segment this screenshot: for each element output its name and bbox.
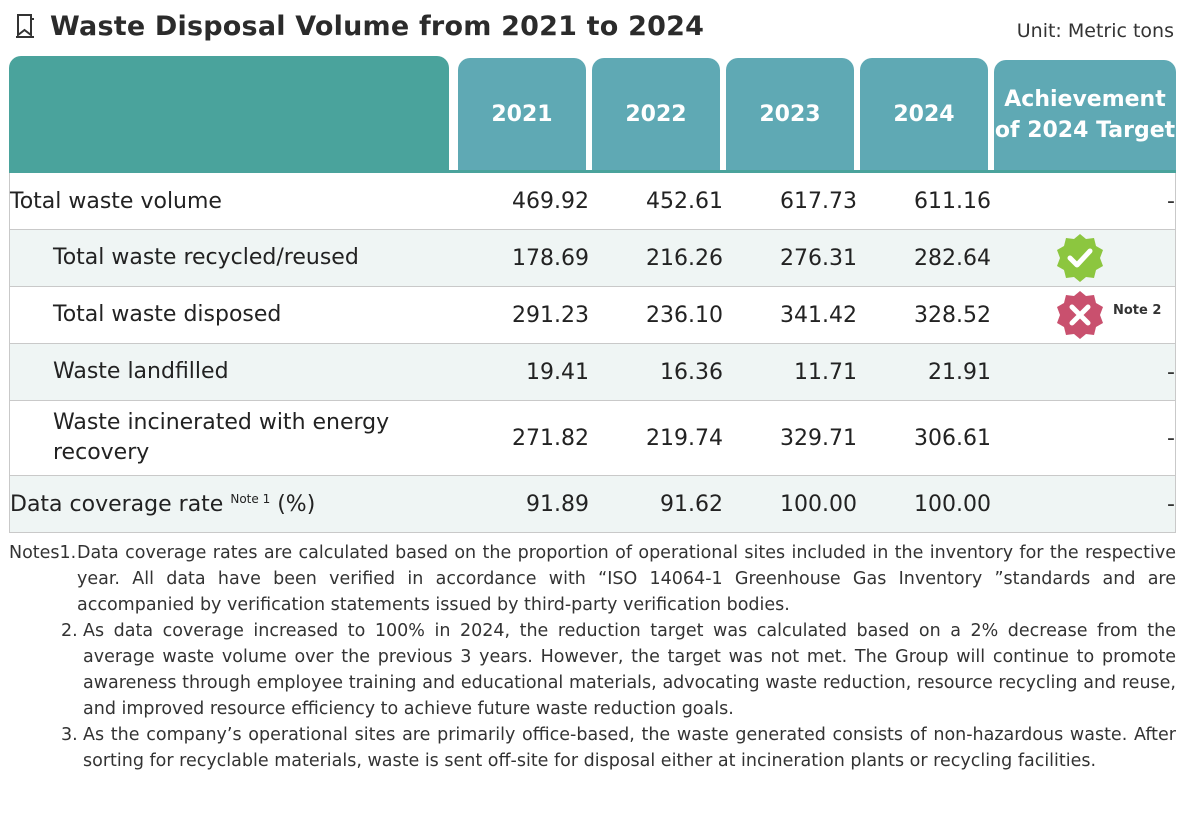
table-row: Waste incinerated with energy recovery 27… <box>9 400 1176 475</box>
waste-table: 2021 2022 2023 2024 Achievement of 2024 T… <box>9 56 1176 533</box>
cell-value: 219.74 <box>589 400 723 475</box>
achievement-cell <box>991 229 1176 286</box>
row-label: Total waste volume <box>9 173 455 229</box>
cell-value: 452.61 <box>646 188 723 214</box>
cell-value: 236.10 <box>589 286 723 343</box>
cell-value: 19.41 <box>455 343 589 400</box>
notes-lead: Notes1. <box>9 543 77 563</box>
row-label: Total waste recycled/reused <box>9 229 455 286</box>
achievement-cell: Note 2 <box>991 286 1176 343</box>
header-achievement: Achievement of 2024 Target <box>991 56 1176 173</box>
note-text: Data coverage rates are calculated based… <box>77 543 1176 615</box>
x-badge-icon <box>1057 291 1103 339</box>
cell-value: 16.36 <box>589 343 723 400</box>
header-2024: 2024 <box>857 56 991 173</box>
cell-value: 100.00 <box>857 475 991 533</box>
cell-value: 341.42 <box>723 286 857 343</box>
unit-label: Unit: Metric tons <box>1016 20 1174 42</box>
check-badge-icon <box>1057 234 1103 282</box>
cell-value: 329.71 <box>723 400 857 475</box>
bookmark-icon <box>16 14 34 38</box>
cell-value: 276.31 <box>723 229 857 286</box>
header-2022: 2022 <box>589 56 723 173</box>
cell-value: 91.62 <box>589 475 723 533</box>
cell-value: 11.71 <box>723 343 857 400</box>
cell-value: 91.89 <box>455 475 589 533</box>
table-row: Data coverage rate Note 1 (%) 91.89 91.6… <box>9 475 1176 533</box>
row-label: Waste landfilled <box>9 343 455 400</box>
header-blank <box>9 56 455 173</box>
table-row: Total waste disposed 291.23 236.10 341.4… <box>9 286 1176 343</box>
table-row: Waste landfilled 19.41 16.36 11.71 21.91… <box>9 343 1176 400</box>
cell-value: 617.73 <box>780 188 857 214</box>
note-text: As the company’s operational sites are p… <box>83 725 1176 771</box>
table-row: Total waste recycled/reused 178.69 216.2… <box>9 229 1176 286</box>
cell-value: 306.61 <box>857 400 991 475</box>
achievement-cell: - <box>991 475 1176 533</box>
cell-value: 328.52 <box>857 286 991 343</box>
row-label: Total waste disposed <box>9 286 455 343</box>
header-2021: 2021 <box>455 56 589 173</box>
note-2-marker: Note 2 <box>1113 303 1162 318</box>
cell-value: 611.16 <box>914 188 991 214</box>
cell-value: 291.23 <box>455 286 589 343</box>
row-label: Waste incinerated with energy recovery <box>9 400 455 475</box>
row-label: Data coverage rate Note 1 (%) <box>9 475 455 533</box>
notes-section: Notes1. Data coverage rates are calculat… <box>9 540 1176 774</box>
note-number: 2. <box>61 621 78 641</box>
note-item: 2. As data coverage increased to 100% in… <box>9 618 1176 722</box>
cell-value: 100.00 <box>723 475 857 533</box>
achievement-cell: - <box>991 343 1176 400</box>
achievement-cell: - <box>991 173 1176 229</box>
cell-value: 216.26 <box>589 229 723 286</box>
title-bar: Waste Disposal Volume from 2021 to 2024 <box>14 6 704 46</box>
header-2023: 2023 <box>723 56 857 173</box>
note-item: Notes1. Data coverage rates are calculat… <box>9 540 1176 618</box>
cell-value: 178.69 <box>455 229 589 286</box>
cell-value: 271.82 <box>455 400 589 475</box>
note-item: 3. As the company’s operational sites ar… <box>9 722 1176 774</box>
cell-value: 282.64 <box>857 229 991 286</box>
page-title: Waste Disposal Volume from 2021 to 2024 <box>50 10 705 42</box>
cell-value: 469.92 <box>512 188 589 214</box>
achievement-cell: - <box>991 400 1176 475</box>
note-text: As data coverage increased to 100% in 20… <box>83 621 1176 719</box>
note-number: 3. <box>61 725 78 745</box>
cell-value: 21.91 <box>857 343 991 400</box>
table-row: Total waste volume 469.92 452.61 617.73 … <box>9 173 1176 229</box>
